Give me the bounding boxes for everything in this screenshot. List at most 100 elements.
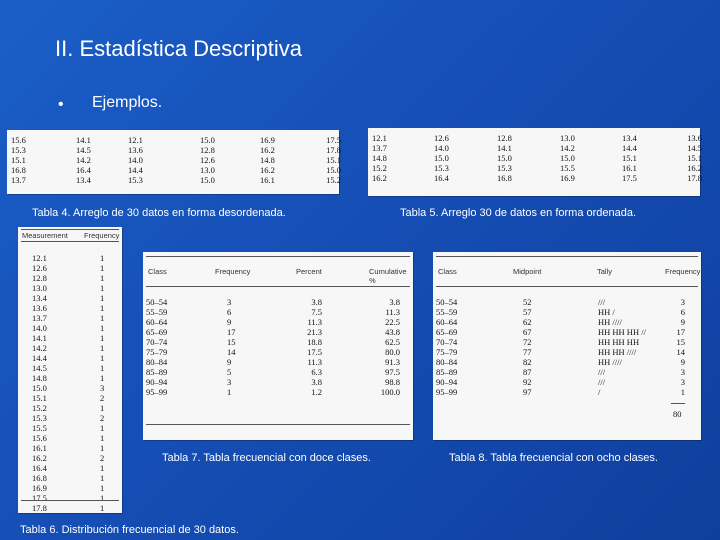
table-cell: 1 <box>100 473 105 483</box>
table-cell: 5 <box>227 367 232 377</box>
table-cell: 72 <box>523 337 532 347</box>
table-cell: 11.3 <box>307 317 322 327</box>
table-cell: 3.8 <box>389 297 400 307</box>
table-cell: 16.4 <box>32 463 47 473</box>
table-8-frequencies: 3 6 9 17 15 14 9 3 3 1 <box>673 297 686 397</box>
table4-column-0: 15.6 15.3 15.1 16.8 13.7 <box>11 135 41 185</box>
table-cell: 13.0 <box>560 133 575 143</box>
table-cell: 17.5 <box>622 173 637 183</box>
table-cell: 14.4 <box>32 353 47 363</box>
table-6-measurements: 12.1 12.6 12.8 13.0 13.4 13.6 13.7 14.0 14.1 14.2… <box>32 253 62 513</box>
table-cell: 12.6 <box>434 133 449 143</box>
table-cell: 65–69 <box>436 327 458 337</box>
table-8-total: 80 <box>673 409 682 419</box>
table-cell: 75–79 <box>436 347 458 357</box>
table-cell: 17.5 <box>307 347 322 357</box>
table-8-midpoints: 52 57 62 67 72 77 82 87 92 97 <box>523 297 537 397</box>
table-cell: 14.2 <box>560 143 575 153</box>
table-cell: 55–59 <box>436 307 458 317</box>
table-7-header-class: Class <box>148 267 167 276</box>
table-cell: 15.0 <box>32 383 47 393</box>
table-cell: 2 <box>100 453 105 463</box>
table-cell: 12.1 <box>128 135 143 145</box>
table-cell: 1 <box>100 423 105 433</box>
table-cell: 95–99 <box>436 387 458 397</box>
table-cell: HH / <box>598 307 615 317</box>
table-cell: /// <box>598 297 606 307</box>
table-cell: 16.9 <box>560 173 575 183</box>
table-8-caption: Tabla 8. Tabla frecuencial con ocho clas… <box>449 452 658 464</box>
table-cell: 60–64 <box>146 317 168 327</box>
table-cell: 16.4 <box>76 165 91 175</box>
table-cell: 62 <box>523 317 532 327</box>
table-cell: 85–89 <box>146 367 168 377</box>
table-cell: 17.8 <box>326 145 341 155</box>
table-cell: 1 <box>680 387 685 397</box>
table-cell: 15.6 <box>11 135 26 145</box>
table-cell: 91.3 <box>385 357 400 367</box>
table-cell: /// <box>598 367 606 377</box>
table-7: Class Frequency Percent Cumulative % 50–… <box>143 252 413 440</box>
table-cell: 16.9 <box>260 135 275 145</box>
table-8-header-class: Class <box>438 267 457 276</box>
table-cell: 12.1 <box>372 133 387 143</box>
table-cell: 13.7 <box>372 143 387 153</box>
table-7-percents: 3.8 7.5 11.3 21.3 18.8 17.5 11.3 6.3 3.8 1.2 <box>300 297 322 397</box>
table-cell: 13.0 <box>32 283 47 293</box>
table5-column-2: 12.8 14.1 15.0 15.3 16.8 <box>497 133 527 183</box>
table-cell: 15.0 <box>200 135 215 145</box>
table-cell: 1 <box>100 313 105 323</box>
table-cell: 1 <box>100 483 105 493</box>
table-cell: 14.2 <box>76 155 91 165</box>
table-cell: 16.2 <box>260 165 275 175</box>
table-cell: 1 <box>100 443 105 453</box>
table-cell: 9 <box>227 357 232 367</box>
table-cell: 15.3 <box>11 145 26 155</box>
table-cell: 14.5 <box>32 363 47 373</box>
table-cell: 11.3 <box>385 307 400 317</box>
table-cell: 65–69 <box>146 327 168 337</box>
table-cell: 17.8 <box>687 173 702 183</box>
table-cell: 15.3 <box>128 175 143 185</box>
table-cell: 92 <box>523 377 532 387</box>
table-cell: 1 <box>100 503 105 513</box>
table-cell: 15.2 <box>372 163 387 173</box>
table-cell: 16.1 <box>32 443 47 453</box>
table-cell: 1 <box>100 403 105 413</box>
table5-column-0: 12.1 13.7 14.8 15.2 16.2 <box>372 133 402 183</box>
table4-column-2: 12.1 13.6 14.0 14.4 15.3 <box>128 135 158 185</box>
table-cell: 3 <box>680 367 685 377</box>
table-cell: 15.3 <box>497 163 512 173</box>
table-cell: 18.8 <box>307 337 322 347</box>
table-cell: 14.5 <box>76 145 91 155</box>
table-cell: HH //// <box>598 317 622 327</box>
table-cell: 16.4 <box>434 173 449 183</box>
table-cell: 16.8 <box>32 473 47 483</box>
table-cell: 15 <box>227 337 236 347</box>
table-cell: 1 <box>100 253 105 263</box>
table-cell: 12.8 <box>200 145 215 155</box>
table-8-tallies: ///HH / HH ////HH HH HH //HH HH HH HH HH /… <box>598 297 658 397</box>
table-cell: 22.5 <box>385 317 400 327</box>
table-cell: 98.8 <box>385 377 400 387</box>
table-cell: 17.8 <box>32 503 47 513</box>
table-cell: 13.0 <box>200 165 215 175</box>
table-cell: 14.2 <box>32 343 47 353</box>
table-cell: 11.3 <box>307 357 322 367</box>
table-cell: 70–74 <box>436 337 458 347</box>
table-8-classes: 50–54 55–59 60–64 65–69 70–74 75–79 80–84 85–89… <box>436 297 466 397</box>
table-cell: 3.8 <box>311 297 322 307</box>
table-7-header-percent: Percent <box>296 267 322 276</box>
table-8-header-frequency: Frequency <box>665 267 701 276</box>
table-6: Measurement Frequency 12.1 12.6 12.8 13.0 13… <box>18 227 122 513</box>
table-cell: 15.1 <box>687 153 702 163</box>
table-cell: 16.2 <box>687 163 702 173</box>
table-cell: 2 <box>100 413 105 423</box>
table-6-header-frequency: Frequency <box>84 231 120 240</box>
bullet-marker: • <box>58 96 64 113</box>
table-cell: 6 <box>680 307 685 317</box>
table-cell: 14.4 <box>128 165 143 175</box>
table-cell: 13.6 <box>128 145 143 155</box>
table-cell: 6 <box>227 307 232 317</box>
table-cell: 12.6 <box>32 263 47 273</box>
